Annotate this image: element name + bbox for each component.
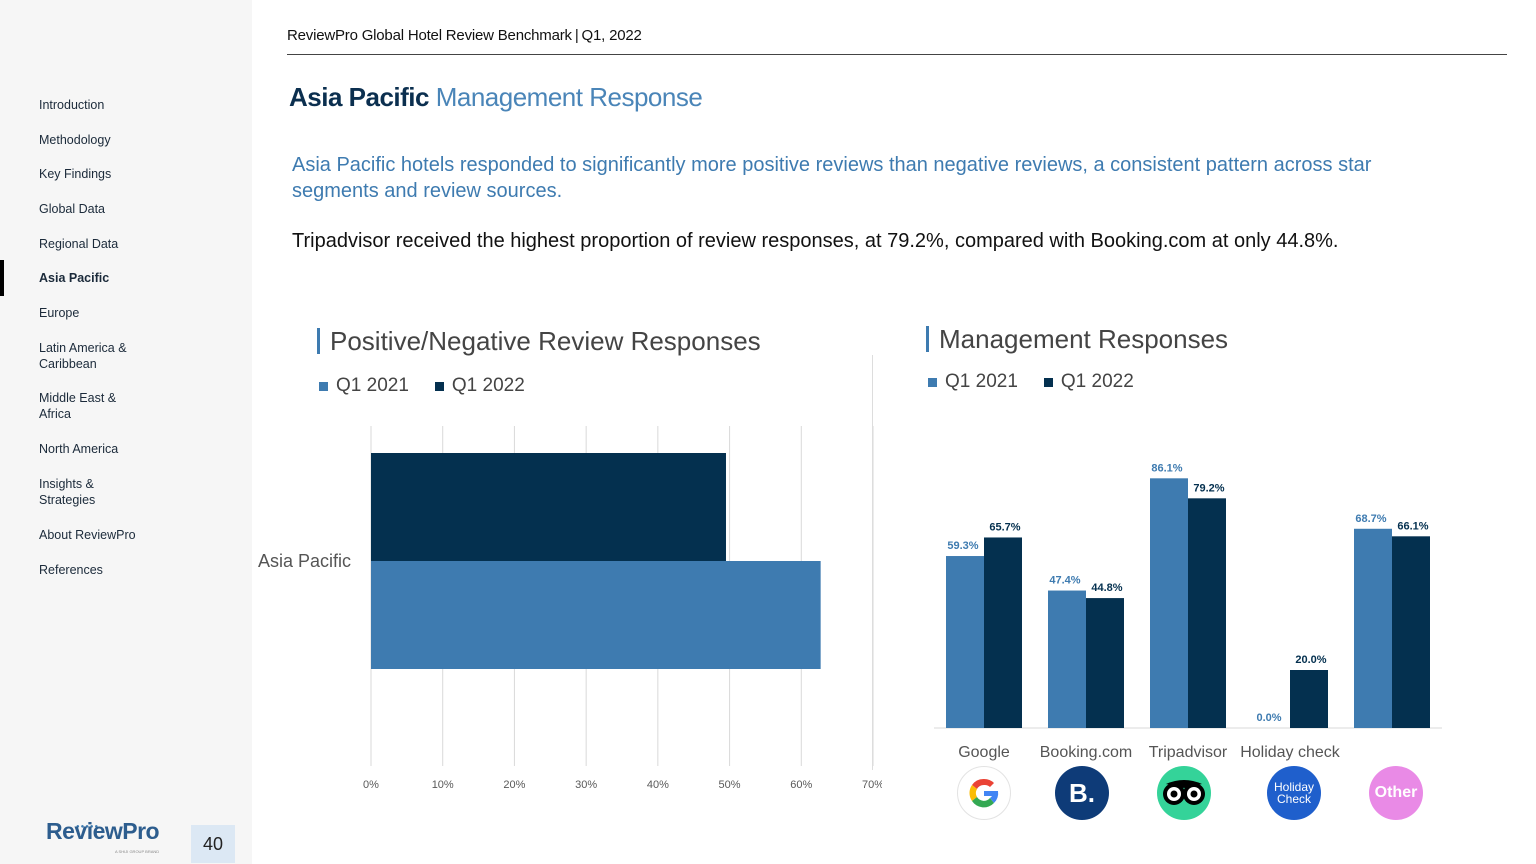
data-label: 20.0% [1295,654,1326,666]
legend-swatch [319,381,328,391]
nav-asia-pacific[interactable]: Asia Pacific [39,271,110,285]
nav-key-findings[interactable]: Key Findings [39,167,112,181]
legend-label: Q1 2022 [1060,371,1134,392]
data-label: 59.3% [947,540,978,552]
page-title-region: Asia Pacific [289,82,429,112]
bar-q1-2021 [946,556,984,728]
logo-dots: ●●●●● [76,824,100,830]
data-label: 0.0% [1256,712,1281,724]
intro-text: Asia Pacific hotels responded to signifi… [292,154,1372,202]
booking-logo-text: B. [1069,777,1095,808]
x-tick-label: 10% [432,779,454,791]
legend-label: Q1 2021 [336,375,409,396]
legend-item-q1-2021: Q1 2021 [319,375,409,397]
chart2-svg: 59.3% 65.7% Google 47.4% 44.8% Booking.com 86.… [934,462,1442,761]
category-label: Tripadvisor [1149,744,1228,761]
data-label: 66.1% [1397,520,1428,532]
legend-item-q1-2022: Q1 2022 [1043,371,1134,393]
sidebar: Introduction Methodology Key Findings Gl… [0,0,252,864]
tripadvisor-owl-glyph [1163,780,1205,805]
data-label: 79.2% [1193,482,1224,494]
nav-methodology[interactable]: Methodology [39,133,111,147]
chart1-svg: 0% 10% 20% 30% 40% 50% 60% 70% Asia Pacific [258,426,882,791]
chart2-title: Management Responses [926,326,1228,352]
data-label: 86.1% [1151,462,1182,474]
nav-regional-data[interactable]: Regional Data [39,237,119,251]
holidaycheck-icon: Holiday Check [1267,766,1321,820]
nav-insights-strategies[interactable]: Insights & Strategies [39,477,96,507]
bar-q1-2022 [1188,498,1226,728]
category-label: Google [958,744,1010,761]
header-rule [287,54,1507,55]
page-title: Asia Pacific Management Response [289,82,703,113]
nav-latin-america[interactable]: Latin America & Caribbean [39,341,127,371]
nav-europe[interactable]: Europe [39,306,80,320]
nav-introduction[interactable]: Introduction [39,98,105,112]
legend-label: Q1 2021 [945,371,1018,392]
nav-global-data[interactable]: Global Data [39,202,106,216]
x-tick-label: 40% [647,779,669,791]
legend-swatch [928,377,937,387]
report-period: Q1, 2022 [581,27,642,44]
bar-q1-2022 [1392,536,1430,728]
active-nav-marker [0,260,4,296]
legend-swatch [1043,377,1053,387]
data-label: 44.8% [1091,582,1122,594]
chart2-legend: Q1 2021 Q1 2022 [928,371,1134,393]
booking-icon: B. [1055,766,1109,820]
page-number: 40 [191,825,235,863]
chart-divider [872,355,873,770]
bar-q1-2022 [1290,670,1328,728]
bar-q1-2021 [1048,590,1086,728]
bar-q1-2022 [371,453,726,561]
chart1-title: Positive/Negative Review Responses [317,328,761,354]
category-label: Holiday check [1240,744,1341,761]
report-title: ReviewPro Global Hotel Review Benchmark [287,27,572,44]
x-tick-label: 20% [503,779,525,791]
bar-q1-2022 [1086,598,1124,728]
x-tick-label: 70% [862,779,882,791]
nav-about-reviewpro[interactable]: About ReviewPro [39,528,136,542]
category-label: Booking.com [1040,744,1133,761]
x-tick-label: 50% [719,779,741,791]
x-tick-label: 60% [790,779,812,791]
legend-label: Q1 2022 [451,375,525,396]
reviewpro-logo[interactable]: ReviewPro [46,818,160,844]
google-g-glyph [969,778,999,808]
chart1-legend: Q1 2021 Q1 2022 [319,375,525,397]
nav-north-america[interactable]: North America [39,442,119,456]
category-label: Asia Pacific [258,551,351,571]
header-separator: | [574,27,579,44]
body-text: Tripadvisor received the highest proport… [292,230,1339,252]
other-logo-text: Other [1374,784,1418,801]
report-header: ReviewPro Global Hotel Review Benchmark |… [287,27,642,44]
legend-swatch [434,381,444,391]
nav-middle-east-africa[interactable]: Middle East & Africa [39,391,117,421]
bar-q1-2021 [1150,478,1188,728]
data-label: 65.7% [989,521,1020,533]
x-tick-label: 30% [575,779,597,791]
google-icon [957,766,1011,820]
bar-q1-2022 [984,537,1022,728]
data-label: 68.7% [1355,513,1386,525]
other-icon: Other [1369,766,1423,820]
holidaycheck-logo-text: Holiday Check [1273,780,1315,806]
data-label: 47.4% [1049,575,1080,587]
x-tick-label: 0% [363,779,379,791]
legend-item-q1-2022: Q1 2022 [434,375,525,397]
legend-item-q1-2021: Q1 2021 [928,371,1018,393]
page-title-topic: Management Response [435,82,703,112]
nav-references[interactable]: References [39,563,103,577]
bar-q1-2021 [1354,528,1392,728]
tripadvisor-icon [1157,766,1211,820]
bar-q1-2021 [371,561,821,669]
logo-subtitle: A SHIJI GROUP BRAND [115,849,160,854]
